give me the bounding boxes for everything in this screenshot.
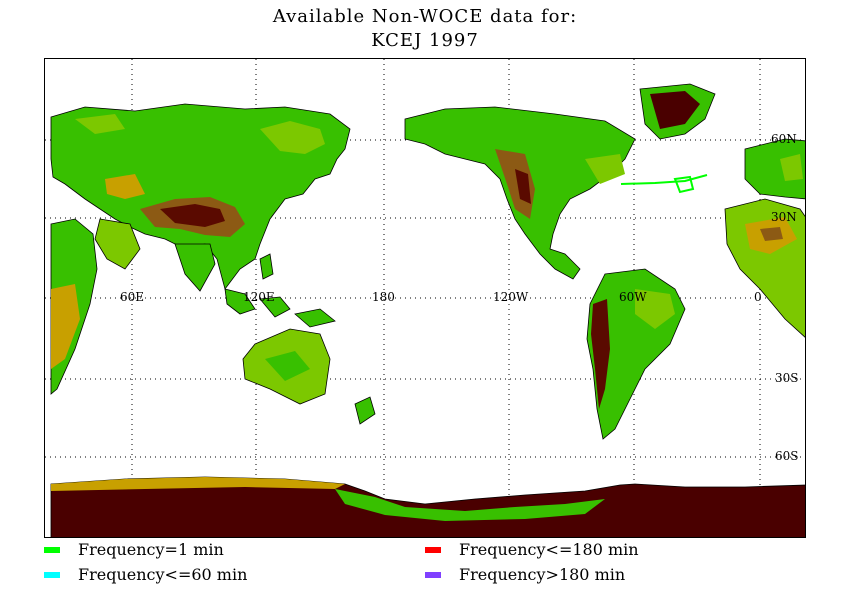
legend-swatch-red <box>425 547 441 553</box>
australia-landmass <box>242 328 376 425</box>
legend-label: Frequency=1 min <box>78 540 224 559</box>
legend-swatch-cyan <box>44 572 60 578</box>
lat-label-30n: 30N <box>771 210 797 224</box>
greenland-landmass <box>639 83 716 140</box>
lon-label-120w: 120W <box>493 290 529 304</box>
south-asia-landmass <box>94 218 216 292</box>
lon-label-60w: 60W <box>619 290 647 304</box>
maritime-southeast-asia <box>224 253 336 328</box>
lat-label-60n: 60N <box>771 132 797 146</box>
antarctica-landmass <box>50 476 805 537</box>
map-title: Available Non-WOCE data for: <box>272 6 578 27</box>
legend-label: Frequency<=60 min <box>78 565 248 584</box>
eurasia-landmass <box>50 103 351 290</box>
ship-track <box>620 174 708 194</box>
legend-label: Frequency>180 min <box>459 565 626 584</box>
south-america-landmass <box>586 268 686 440</box>
lon-label-120e: 120E <box>243 290 275 304</box>
africa-landmass <box>50 198 805 395</box>
north-america-landmass <box>404 106 636 280</box>
legend-swatch-green <box>44 547 60 553</box>
longitude-labels: 60E 120E 180 120W 60W 0 <box>120 290 762 304</box>
world-map: 60E 120E 180 120W 60W 0 60N 30N 30S 60S <box>44 58 806 538</box>
latitude-labels: 60N 30N 30S 60S <box>771 132 799 463</box>
legend-swatch-purple <box>425 572 441 578</box>
world-map-canvas: 60E 120E 180 120W 60W 0 60N 30N 30S 60S <box>45 59 805 537</box>
lon-label-180: 180 <box>372 290 395 304</box>
legend-label: Frequency<=180 min <box>459 540 639 559</box>
europe-landmass <box>744 138 805 200</box>
lat-label-30s: 30S <box>775 371 799 385</box>
lat-label-60s: 60S <box>775 449 799 463</box>
lon-label-0: 0 <box>754 290 762 304</box>
lon-label-60e: 60E <box>120 290 144 304</box>
map-subtitle: KCEJ 1997 <box>371 30 479 51</box>
